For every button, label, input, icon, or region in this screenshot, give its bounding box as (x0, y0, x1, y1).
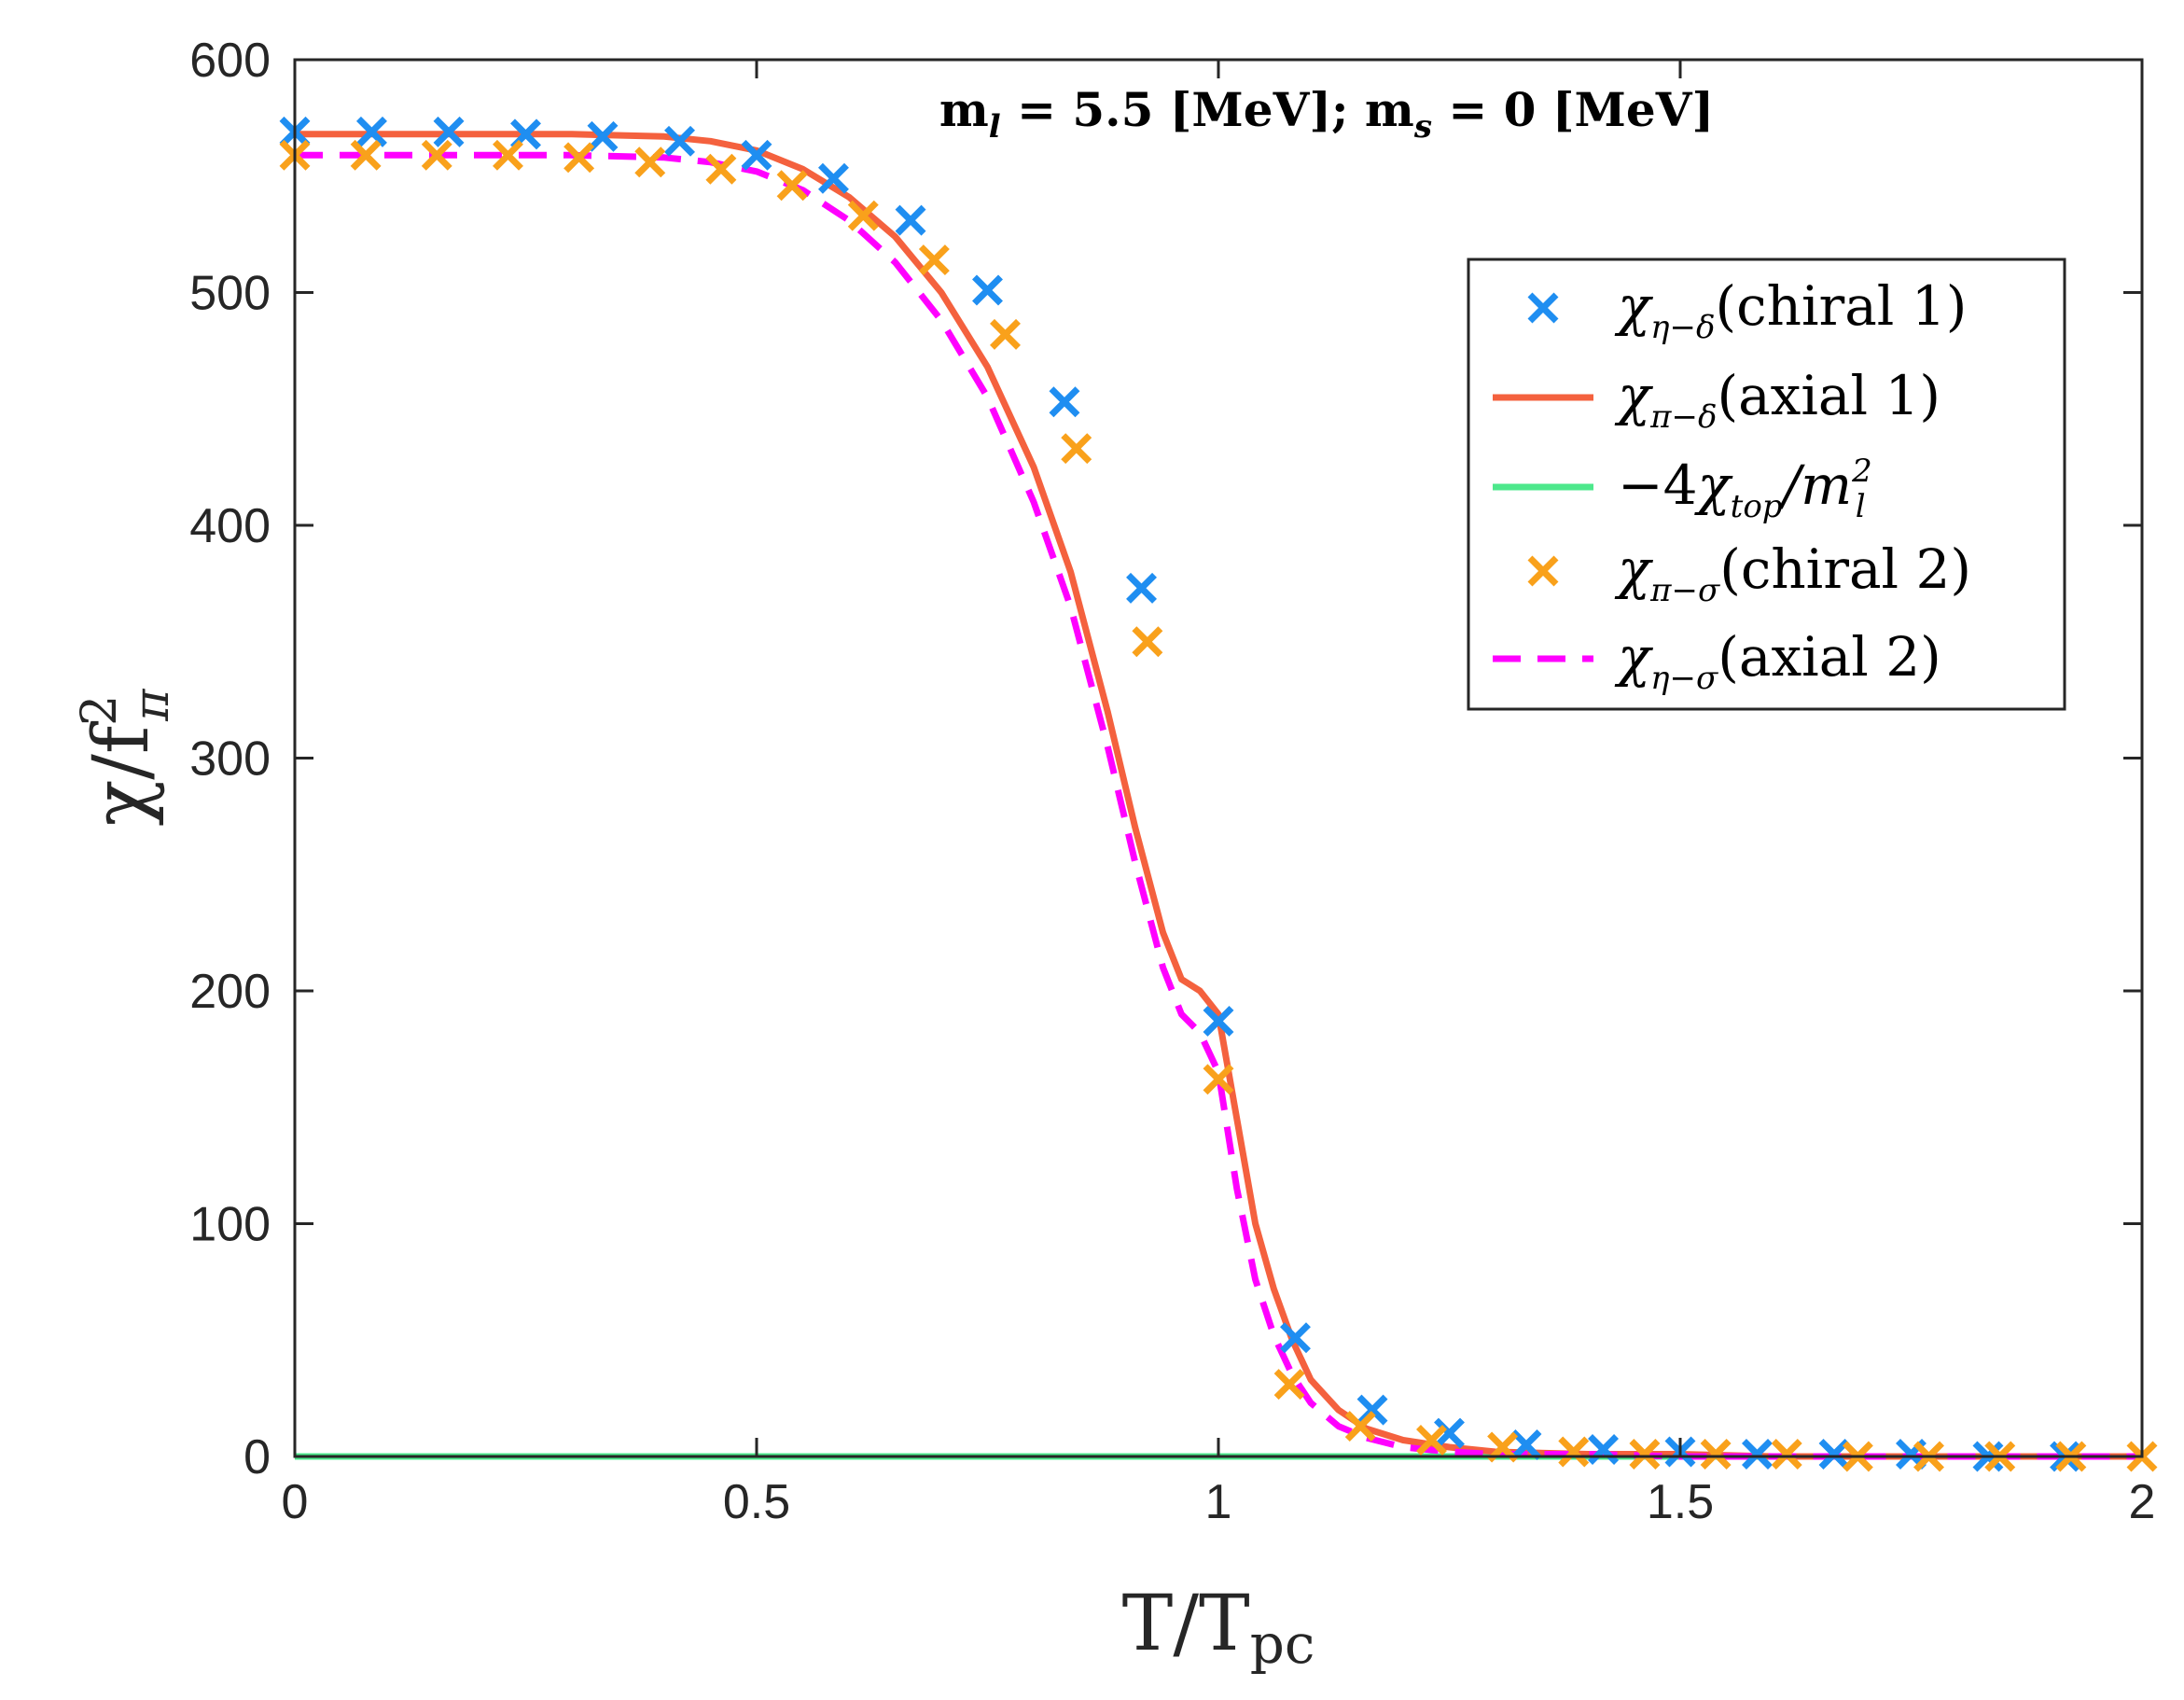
data-point (705, 153, 737, 185)
legend-label-chi-eta-sigma: χη−σ(axial 2) (1614, 625, 1941, 697)
y-axis-title: χ/f2π (72, 689, 180, 827)
data-point (1203, 1005, 1234, 1037)
data-point (587, 120, 619, 152)
data-point (563, 142, 595, 174)
data-point (1629, 1439, 1661, 1470)
data-point (350, 139, 382, 171)
legend-label-chi-top: −4χtop/m2 l (1618, 453, 1872, 525)
data-point (1203, 1064, 1234, 1095)
data-point (1344, 1411, 1376, 1442)
data-point (817, 162, 849, 194)
y-tick-label: 0 (243, 1430, 271, 1484)
data-point (1558, 1436, 1590, 1468)
x-tick-label: 1 (1205, 1475, 1232, 1529)
data-point (1416, 1425, 1447, 1456)
series-axial-2 (295, 151, 2142, 1460)
data-point (421, 139, 452, 171)
data-point (1279, 1322, 1311, 1354)
data-point (1434, 1417, 1465, 1449)
data-point (847, 200, 879, 231)
data-point (1049, 386, 1080, 418)
y-tick-label: 300 (189, 732, 271, 787)
legend-label-chi-pi-delta: χπ−δ(axial 1) (1614, 364, 1941, 436)
y-tick-label: 600 (189, 34, 271, 88)
legend-label-chi-eta-delta: χη−δ(chiral 1) (1614, 274, 1967, 346)
data-point (1771, 1439, 1802, 1470)
annotation-text: ml = 5.5 [MeV]; ms = 0 [MeV] (939, 82, 1714, 146)
legend-label-chi-pi-sigma: χπ−σ(chiral 2) (1614, 537, 1971, 609)
legend: χη−δ(chiral 1) χπ−δ(axial 1) −4χtop/m2 l … (1467, 258, 2066, 711)
y-tick-label: 100 (189, 1198, 271, 1252)
data-point (1132, 626, 1163, 658)
y-tick-label: 500 (189, 267, 271, 321)
data-point (918, 244, 950, 276)
data-point (1061, 433, 1092, 465)
series-axial-1 (295, 131, 2142, 1460)
y-tick-label: 400 (189, 499, 271, 553)
data-point (433, 116, 465, 147)
data-point (664, 125, 696, 157)
ticks-layer: 0 0.5 1 1.5 2 0 100 200 300 400 500 600 (189, 34, 2155, 1529)
data-point (1741, 1439, 1773, 1470)
y-tick-label: 200 (189, 965, 271, 1019)
data-point (355, 116, 387, 147)
legend-marker (1527, 555, 1559, 587)
data-point (776, 170, 808, 202)
data-point (1273, 1369, 1305, 1400)
data-point (1588, 1434, 1620, 1465)
x-tick-label: 0.5 (723, 1475, 790, 1529)
x-axis-title: T/Tpc (1122, 1580, 1315, 1676)
x-tick-label: 1.5 (1647, 1475, 1714, 1529)
legend-marker (1527, 292, 1559, 324)
x-tick-label: 2 (2129, 1475, 2156, 1529)
data-point (1700, 1439, 1732, 1470)
data-point (493, 139, 523, 171)
data-point (895, 204, 926, 236)
data-point (990, 318, 1021, 350)
data-point (1126, 572, 1158, 604)
data-point (634, 146, 666, 178)
legend-samples (1493, 292, 1593, 662)
data-point (972, 274, 1003, 306)
x-tick-label: 0 (282, 1475, 309, 1529)
data-point (741, 139, 772, 171)
